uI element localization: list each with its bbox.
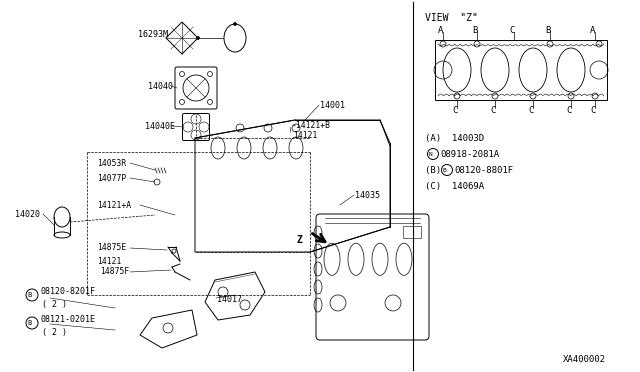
Text: 14121: 14121 <box>97 257 122 266</box>
Text: B: B <box>28 320 31 326</box>
Text: VIEW  "Z": VIEW "Z" <box>425 13 478 23</box>
Text: B: B <box>28 292 31 298</box>
Text: B: B <box>472 26 477 35</box>
Text: 16293M: 16293M <box>138 29 168 38</box>
Text: A: A <box>590 26 596 35</box>
Text: B: B <box>545 26 550 35</box>
Bar <box>403 226 421 238</box>
Text: 14121: 14121 <box>293 131 317 140</box>
Text: C: C <box>528 106 534 115</box>
Text: 08120-8201F: 08120-8201F <box>40 288 95 296</box>
Text: (C)  14069A: (C) 14069A <box>425 182 484 190</box>
Text: Z: Z <box>297 235 303 245</box>
Text: (A)  14003D: (A) 14003D <box>425 134 484 142</box>
Text: 08918-2081A: 08918-2081A <box>440 150 499 158</box>
Text: C: C <box>490 106 496 115</box>
Text: XA400002: XA400002 <box>563 356 606 365</box>
Text: 14121+A: 14121+A <box>97 201 131 209</box>
Text: C: C <box>452 106 458 115</box>
Text: 14020: 14020 <box>15 209 40 218</box>
Circle shape <box>234 22 237 26</box>
Text: 14001: 14001 <box>320 100 345 109</box>
Text: A: A <box>438 26 444 35</box>
Text: 14077P: 14077P <box>97 173 126 183</box>
Text: N: N <box>429 151 433 157</box>
Text: ( 2 ): ( 2 ) <box>42 327 67 337</box>
Text: -14121+B: -14121+B <box>292 121 331 129</box>
Text: 08120-8801F: 08120-8801F <box>454 166 513 174</box>
Circle shape <box>196 36 200 39</box>
Text: 14875F: 14875F <box>100 267 129 276</box>
Text: 14053R: 14053R <box>97 158 126 167</box>
Text: 08121-0201E: 08121-0201E <box>40 315 95 324</box>
Text: 14875E: 14875E <box>97 244 126 253</box>
Text: C: C <box>509 26 515 35</box>
Bar <box>435 40 607 100</box>
Text: 14040: 14040 <box>148 81 173 90</box>
Text: 14040E: 14040E <box>145 122 175 131</box>
Text: 14017: 14017 <box>217 295 242 305</box>
Text: C: C <box>566 106 572 115</box>
Text: B: B <box>443 167 446 173</box>
Text: 14035: 14035 <box>355 190 380 199</box>
Text: C: C <box>590 106 596 115</box>
Text: ( 2 ): ( 2 ) <box>42 299 67 308</box>
Text: (B): (B) <box>425 166 452 174</box>
